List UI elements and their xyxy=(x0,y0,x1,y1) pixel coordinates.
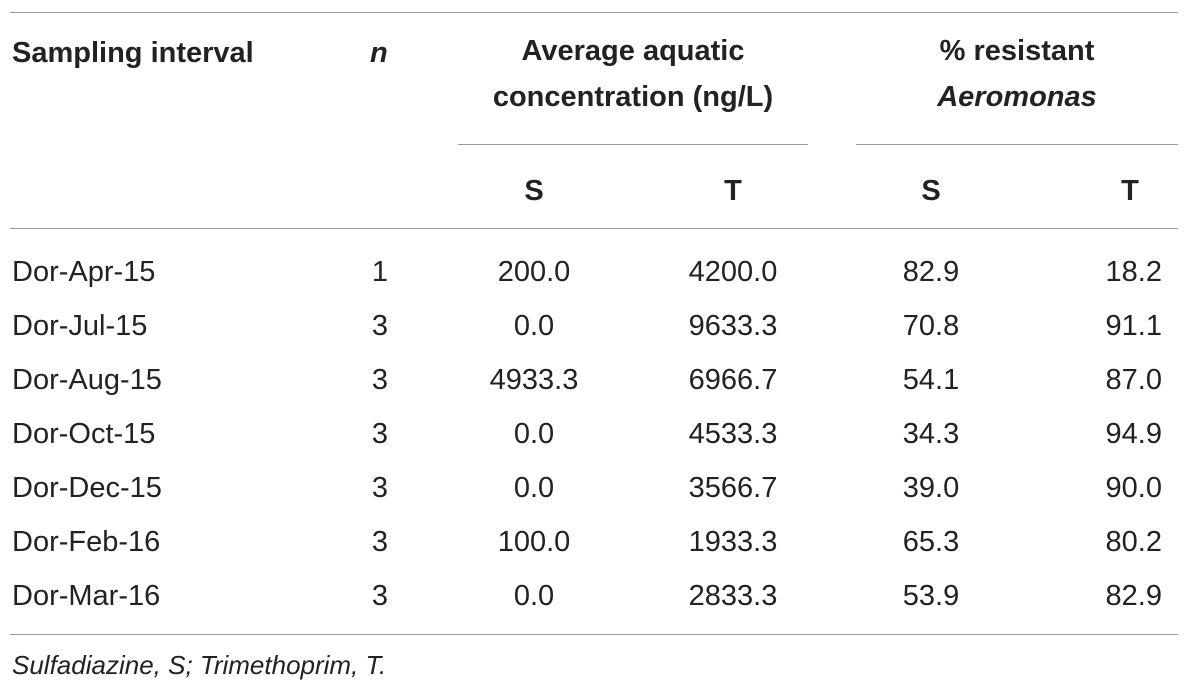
cell-conc-t: 3566.7 xyxy=(688,472,778,504)
cell-n: 3 xyxy=(371,310,389,342)
table-footnote: Sulfadiazine, S; Trimethoprim, T. xyxy=(12,650,387,680)
cell-interval: Dor-Mar-16 xyxy=(12,580,161,612)
header-average-concentration-line1: Average aquatic xyxy=(521,35,745,67)
cell-conc-s: 100.0 xyxy=(497,526,571,558)
header-resistant-line1: % resistant xyxy=(939,35,1095,67)
cell-interval: Dor-Oct-15 xyxy=(12,418,156,450)
table-bottom-rule xyxy=(10,634,1178,635)
cell-conc-t: 4200.0 xyxy=(688,256,778,288)
cell-res-s: 65.3 xyxy=(902,526,960,558)
cell-interval: Dor-Dec-15 xyxy=(12,472,162,504)
cell-res-s: 34.3 xyxy=(902,418,960,450)
cell-res-t: 91.1 xyxy=(1105,310,1162,342)
cell-conc-s: 0.0 xyxy=(513,580,555,612)
cell-res-t: 18.2 xyxy=(1105,256,1162,288)
cell-res-s: 70.8 xyxy=(902,310,960,342)
cell-conc-t: 6966.7 xyxy=(688,364,778,396)
cell-n: 3 xyxy=(371,364,389,396)
subheader-res-t: T xyxy=(1121,175,1139,207)
cell-interval: Dor-Aug-15 xyxy=(12,364,162,396)
subheader-conc-s: S xyxy=(524,175,544,207)
cell-conc-s: 200.0 xyxy=(497,256,571,288)
concentration-group-rule xyxy=(458,144,808,145)
cell-res-t: 94.9 xyxy=(1105,418,1162,450)
cell-conc-t: 2833.3 xyxy=(688,580,778,612)
cell-interval: Dor-Jul-15 xyxy=(12,310,148,342)
cell-n: 1 xyxy=(371,256,389,288)
header-sampling-interval: Sampling interval xyxy=(12,37,254,69)
cell-conc-t: 1933.3 xyxy=(688,526,778,558)
header-average-concentration-line2: concentration (ng/L) xyxy=(492,81,774,113)
cell-n: 3 xyxy=(371,580,389,612)
cell-conc-t: 9633.3 xyxy=(688,310,778,342)
cell-conc-t: 4533.3 xyxy=(688,418,778,450)
subheader-conc-t: T xyxy=(724,175,742,207)
cell-res-t: 87.0 xyxy=(1105,364,1162,396)
cell-interval: Dor-Apr-15 xyxy=(12,256,156,288)
cell-conc-s: 0.0 xyxy=(513,472,555,504)
cell-interval: Dor-Feb-16 xyxy=(12,526,161,558)
cell-res-t: 82.9 xyxy=(1105,580,1162,612)
cell-conc-s: 4933.3 xyxy=(489,364,579,396)
top-rule xyxy=(10,12,1178,13)
cell-conc-s: 0.0 xyxy=(513,418,555,450)
cell-res-t: 80.2 xyxy=(1105,526,1162,558)
cell-res-s: 54.1 xyxy=(902,364,960,396)
cell-res-s: 53.9 xyxy=(902,580,960,612)
cell-res-t: 90.0 xyxy=(1105,472,1162,504)
resistant-group-rule xyxy=(856,144,1178,145)
cell-n: 3 xyxy=(371,418,389,450)
cell-conc-s: 0.0 xyxy=(513,310,555,342)
header-average-concentration: Average aquatic concentration (ng/L) xyxy=(458,28,808,120)
cell-res-s: 82.9 xyxy=(902,256,960,288)
cell-res-s: 39.0 xyxy=(902,472,960,504)
header-resistant-aeromonas: % resistant Aeromonas xyxy=(856,28,1178,120)
header-bottom-rule xyxy=(10,228,1178,229)
cell-n: 3 xyxy=(371,472,389,504)
header-n: n xyxy=(370,37,388,69)
subheader-res-s: S xyxy=(921,175,941,207)
header-resistant-line2: Aeromonas xyxy=(937,81,1097,113)
cell-n: 3 xyxy=(371,526,389,558)
